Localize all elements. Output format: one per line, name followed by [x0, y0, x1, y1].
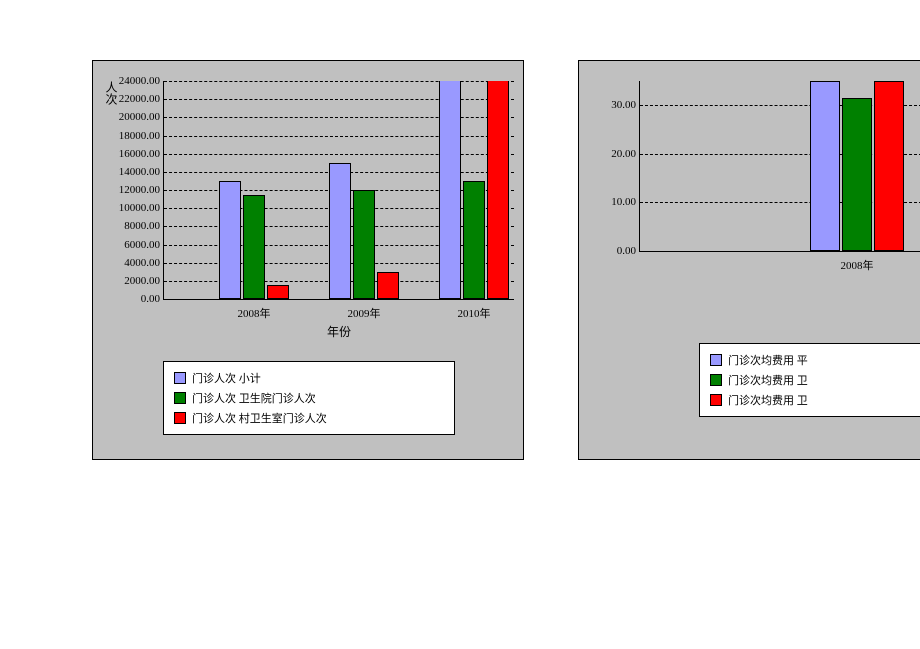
chart-xtick: 2010年 — [458, 305, 491, 321]
chart-ytick: 20.00 — [611, 148, 636, 160]
chart-ytick: 12000.00 — [119, 184, 160, 196]
chart-bar — [267, 285, 289, 299]
chart-ytick: 30.00 — [611, 99, 636, 111]
legend-item: 门诊人次 卫生院门诊人次 — [174, 388, 444, 408]
chart-bar — [353, 190, 375, 299]
chart1-xaxis-title: 年份 — [327, 323, 351, 340]
legend-item: 门诊人次 小计 — [174, 368, 444, 388]
chart-bar — [842, 98, 872, 251]
chart1-panel: 人次 年份 0.00 2000.00 4000.00 6000.00 8000.00 10… — [92, 60, 524, 460]
chart-gridline — [164, 154, 514, 155]
chart-xtick: 2008年 — [238, 305, 271, 321]
chart-ytick: 6000.00 — [124, 239, 160, 251]
chart-bar — [487, 81, 509, 299]
canvas: 人次 年份 0.00 2000.00 4000.00 6000.00 8000.00 10… — [0, 0, 920, 649]
chart-bar — [874, 81, 904, 251]
legend-label: 门诊次均费用 卫 — [728, 392, 808, 408]
chart-ytick: 0.00 — [141, 293, 160, 305]
legend-swatch — [174, 372, 186, 384]
legend-item: 门诊次均费用 平 — [710, 350, 920, 370]
legend-swatch — [710, 374, 722, 386]
chart-ytick: 14000.00 — [119, 166, 160, 178]
chart-xtick: 2009年 — [348, 305, 381, 321]
chart-gridline — [164, 117, 514, 118]
legend-label: 门诊人次 村卫生室门诊人次 — [192, 410, 327, 426]
chart-bar — [810, 81, 840, 251]
chart-xtick: 2008年 — [841, 257, 874, 273]
chart-bar — [329, 163, 351, 299]
chart-ytick: 4000.00 — [124, 257, 160, 269]
legend-label: 门诊人次 小计 — [192, 370, 261, 386]
legend-label: 门诊次均费用 平 — [728, 352, 808, 368]
chart2-legend: 门诊次均费用 平门诊次均费用 卫门诊次均费用 卫 — [699, 343, 920, 417]
chart-bar — [377, 272, 399, 299]
chart2-panel: 0.0010.0020.0030.002008年 门诊次均费用 平门诊次均费用 … — [578, 60, 920, 460]
chart-ytick: 20000.00 — [119, 111, 160, 123]
legend-item: 门诊次均费用 卫 — [710, 390, 920, 410]
legend-label: 门诊次均费用 卫 — [728, 372, 808, 388]
chart-ytick: 10.00 — [611, 196, 636, 208]
chart1-legend: 门诊人次 小计门诊人次 卫生院门诊人次门诊人次 村卫生室门诊人次 — [163, 361, 455, 435]
chart-bar — [219, 181, 241, 299]
chart-bar — [243, 195, 265, 299]
chart2-plot: 0.0010.0020.0030.002008年 — [639, 81, 920, 252]
chart1-plot: 人次 年份 0.002000.004000.006000.008000.0010… — [163, 81, 514, 300]
legend-swatch — [710, 394, 722, 406]
legend-label: 门诊人次 卫生院门诊人次 — [192, 390, 316, 406]
chart-gridline — [164, 99, 514, 100]
chart-ytick: 16000.00 — [119, 148, 160, 160]
chart-gridline — [164, 81, 514, 82]
chart1-yaxis-title: 人次 — [103, 81, 120, 105]
chart-bar — [463, 181, 485, 299]
chart-ytick: 18000.00 — [119, 130, 160, 142]
chart-ytick: 0.00 — [617, 245, 636, 257]
legend-item: 门诊次均费用 卫 — [710, 370, 920, 390]
legend-item: 门诊人次 村卫生室门诊人次 — [174, 408, 444, 428]
chart-ytick: 8000.00 — [124, 220, 160, 232]
chart-bar — [439, 81, 461, 299]
chart-ytick: 2000.00 — [124, 275, 160, 287]
legend-swatch — [174, 412, 186, 424]
legend-swatch — [174, 392, 186, 404]
chart-gridline — [164, 136, 514, 137]
chart-ytick: 24000.00 — [119, 75, 160, 87]
chart-ytick: 10000.00 — [119, 202, 160, 214]
chart-ytick: 22000.00 — [119, 93, 160, 105]
legend-swatch — [710, 354, 722, 366]
